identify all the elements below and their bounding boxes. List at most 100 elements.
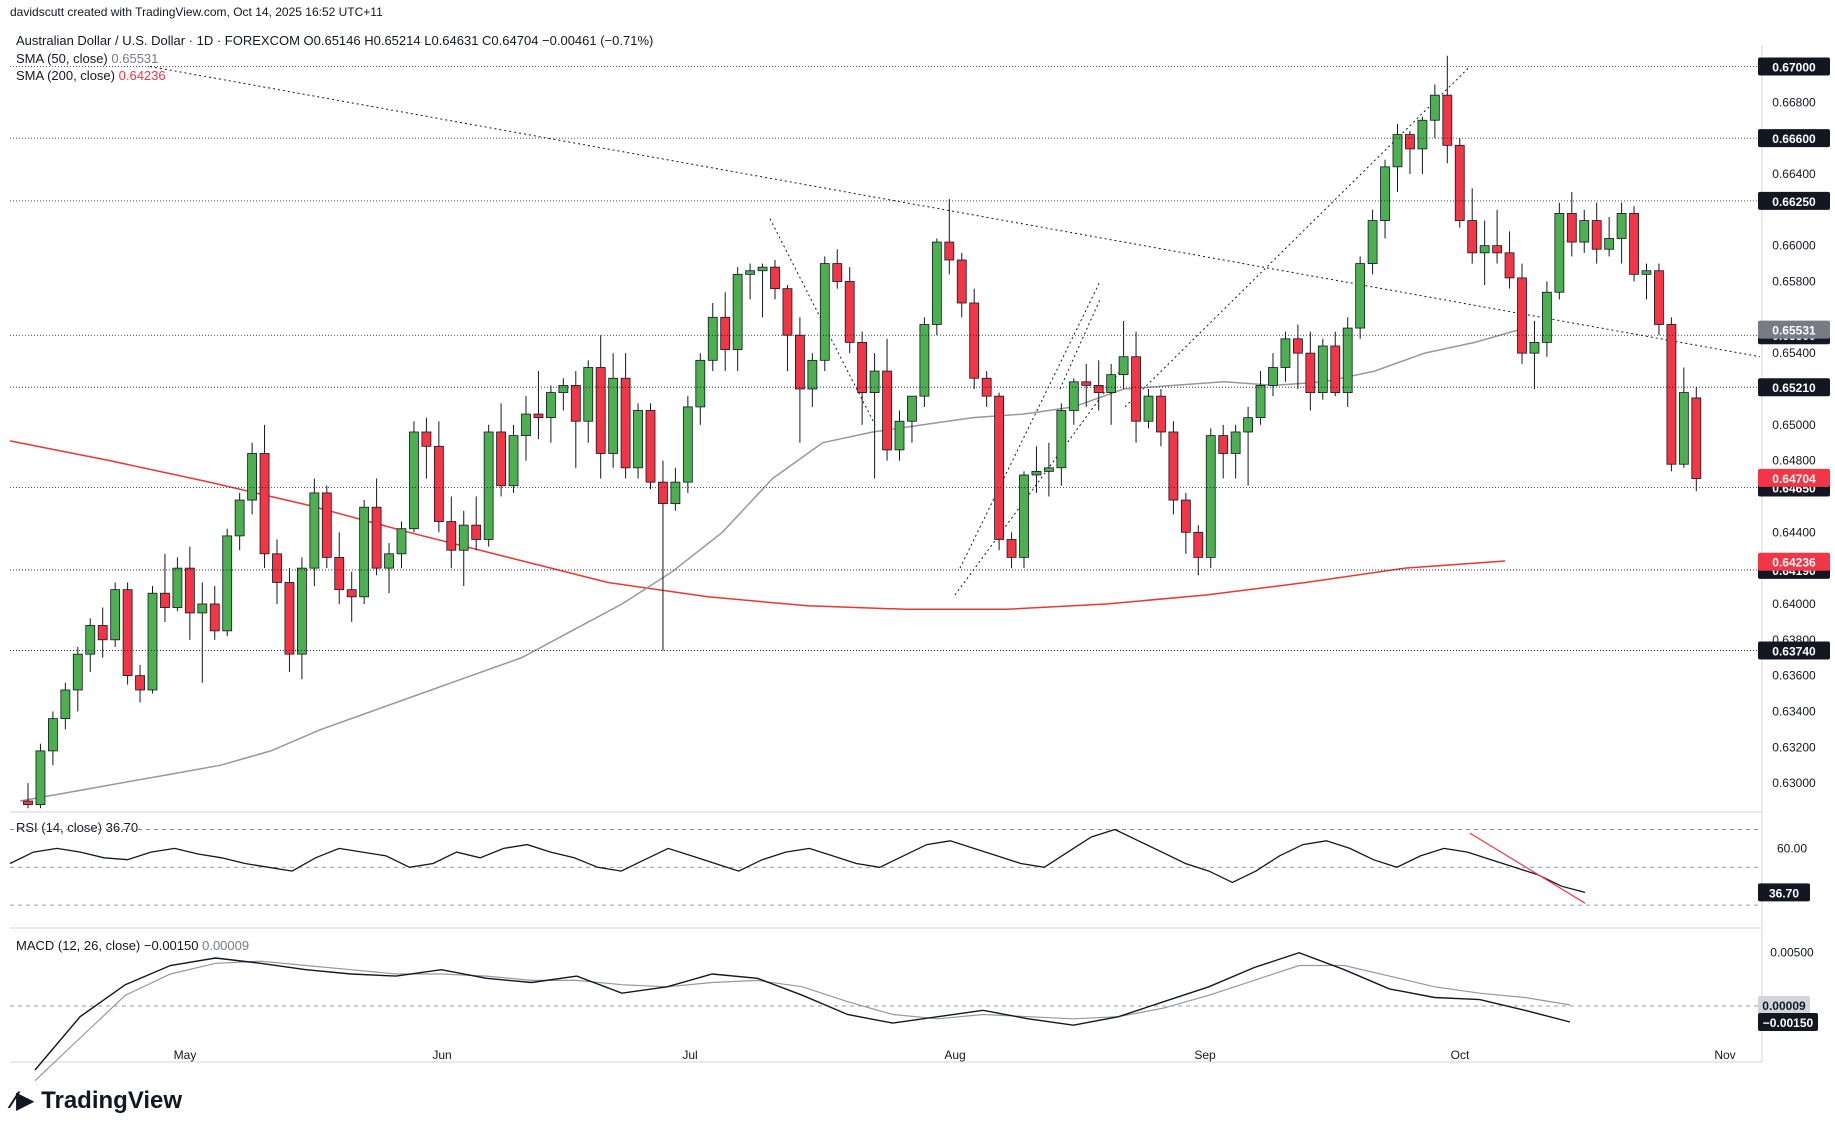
candle-body bbox=[1330, 345, 1341, 393]
candle bbox=[48, 711, 58, 766]
candle-body bbox=[1492, 245, 1502, 254]
candle bbox=[1156, 388, 1166, 447]
candle bbox=[732, 267, 743, 372]
candle-body bbox=[907, 395, 917, 422]
candle bbox=[1629, 206, 1639, 282]
candle bbox=[234, 492, 245, 551]
candle bbox=[795, 317, 805, 443]
candle bbox=[483, 424, 494, 547]
candle bbox=[633, 403, 643, 479]
candle-body bbox=[1691, 397, 1702, 479]
candle-body bbox=[1504, 252, 1515, 279]
macd-legend[interactable]: MACD (12, 26, close) −0.00150 0.00009 bbox=[16, 938, 249, 953]
candle-body bbox=[496, 431, 507, 487]
candle bbox=[558, 378, 569, 411]
candle bbox=[1118, 320, 1129, 389]
candle bbox=[296, 557, 307, 680]
candle bbox=[1068, 378, 1079, 425]
candle bbox=[1093, 360, 1104, 411]
candle-body bbox=[1044, 467, 1054, 472]
macd-signal-text: 0.00009 bbox=[1762, 999, 1806, 1013]
candle bbox=[346, 571, 357, 622]
candle-body bbox=[508, 435, 519, 487]
candle-body bbox=[209, 603, 220, 632]
candle-body bbox=[819, 263, 830, 361]
sma50-legend[interactable]: SMA (50, close) 0.65531 bbox=[16, 51, 158, 66]
candle-body bbox=[272, 553, 282, 583]
candle bbox=[1305, 331, 1316, 411]
candle-body bbox=[122, 589, 133, 677]
brand-name: TradingView bbox=[41, 1087, 183, 1114]
macd-legend-value: −0.00150 bbox=[143, 938, 199, 953]
candle-body bbox=[869, 370, 880, 393]
candle bbox=[1355, 256, 1366, 339]
candle bbox=[197, 582, 208, 683]
candle bbox=[807, 353, 818, 407]
candle-body bbox=[1268, 367, 1278, 386]
candle-body bbox=[919, 324, 930, 397]
tradingview-logo[interactable]: ⁄▶ TradingView bbox=[12, 1086, 182, 1115]
candle-body bbox=[1293, 338, 1303, 354]
candle-body bbox=[222, 535, 233, 632]
candle bbox=[944, 199, 955, 275]
candle-body bbox=[247, 453, 258, 501]
candle bbox=[695, 353, 706, 425]
candle bbox=[1193, 525, 1204, 576]
candle-body bbox=[172, 567, 183, 608]
candle-body bbox=[384, 553, 394, 569]
sma200-legend[interactable]: SMA (200, close) 0.64236 bbox=[16, 68, 166, 83]
candle-body bbox=[321, 492, 332, 558]
candle bbox=[770, 259, 780, 300]
candle-body bbox=[956, 259, 967, 304]
macd-signal-legend-value: 0.00009 bbox=[202, 938, 250, 953]
candle bbox=[1218, 424, 1229, 479]
candle-body bbox=[60, 689, 71, 720]
candle bbox=[745, 263, 755, 300]
candle bbox=[1517, 263, 1527, 364]
candle bbox=[421, 417, 432, 479]
candle bbox=[396, 521, 407, 569]
candle-body bbox=[1081, 381, 1092, 386]
price-tag-bg bbox=[1758, 320, 1830, 339]
candle bbox=[907, 395, 917, 443]
candle-body bbox=[396, 528, 407, 555]
macd-pane: 0.00500 0.00009 −0.00150 bbox=[10, 946, 1818, 1082]
candle-body bbox=[23, 800, 33, 806]
rsi-line bbox=[9, 828, 1586, 894]
candle bbox=[1654, 263, 1664, 336]
candle-body bbox=[832, 263, 843, 282]
candle-body bbox=[944, 241, 955, 261]
candle bbox=[1454, 138, 1465, 228]
time-tick-label: Sep bbox=[1194, 1048, 1216, 1062]
candle bbox=[1405, 130, 1415, 174]
candle bbox=[1367, 209, 1378, 275]
candle bbox=[1591, 202, 1602, 264]
time-tick-label: Jun bbox=[432, 1048, 451, 1062]
macd-tick-label: 0.00500 bbox=[1770, 946, 1814, 960]
candle-body bbox=[1417, 119, 1428, 150]
price-tick-label: 0.65000 bbox=[1772, 418, 1816, 432]
level-tag-bg bbox=[1758, 378, 1830, 397]
candle-body bbox=[558, 384, 569, 393]
price-tick-label: 0.64800 bbox=[1772, 454, 1816, 468]
candle bbox=[1479, 220, 1490, 286]
candle-body bbox=[1554, 213, 1565, 293]
macd-label: MACD (12, 26, close) bbox=[16, 938, 141, 953]
candle-body bbox=[371, 506, 382, 569]
candle-body bbox=[807, 359, 818, 390]
macd-value-tag bbox=[1758, 1013, 1818, 1031]
candle bbox=[969, 288, 980, 389]
level-tag-text: 0.66250 bbox=[1772, 195, 1816, 209]
candle-body bbox=[981, 377, 992, 397]
candle-body bbox=[1429, 94, 1440, 121]
candle-body bbox=[446, 521, 457, 551]
time-tick-label: Jul bbox=[682, 1048, 697, 1062]
candle-body bbox=[645, 410, 656, 483]
rsi-pane: 60.00 36.70 bbox=[9, 828, 1810, 906]
rsi-legend[interactable]: RSI (14, close) 36.70 bbox=[16, 820, 138, 835]
price-tick-label: 0.63000 bbox=[1772, 776, 1816, 790]
candle-body bbox=[1517, 277, 1527, 354]
candle-body bbox=[1380, 166, 1390, 221]
candle-body bbox=[1591, 220, 1602, 250]
